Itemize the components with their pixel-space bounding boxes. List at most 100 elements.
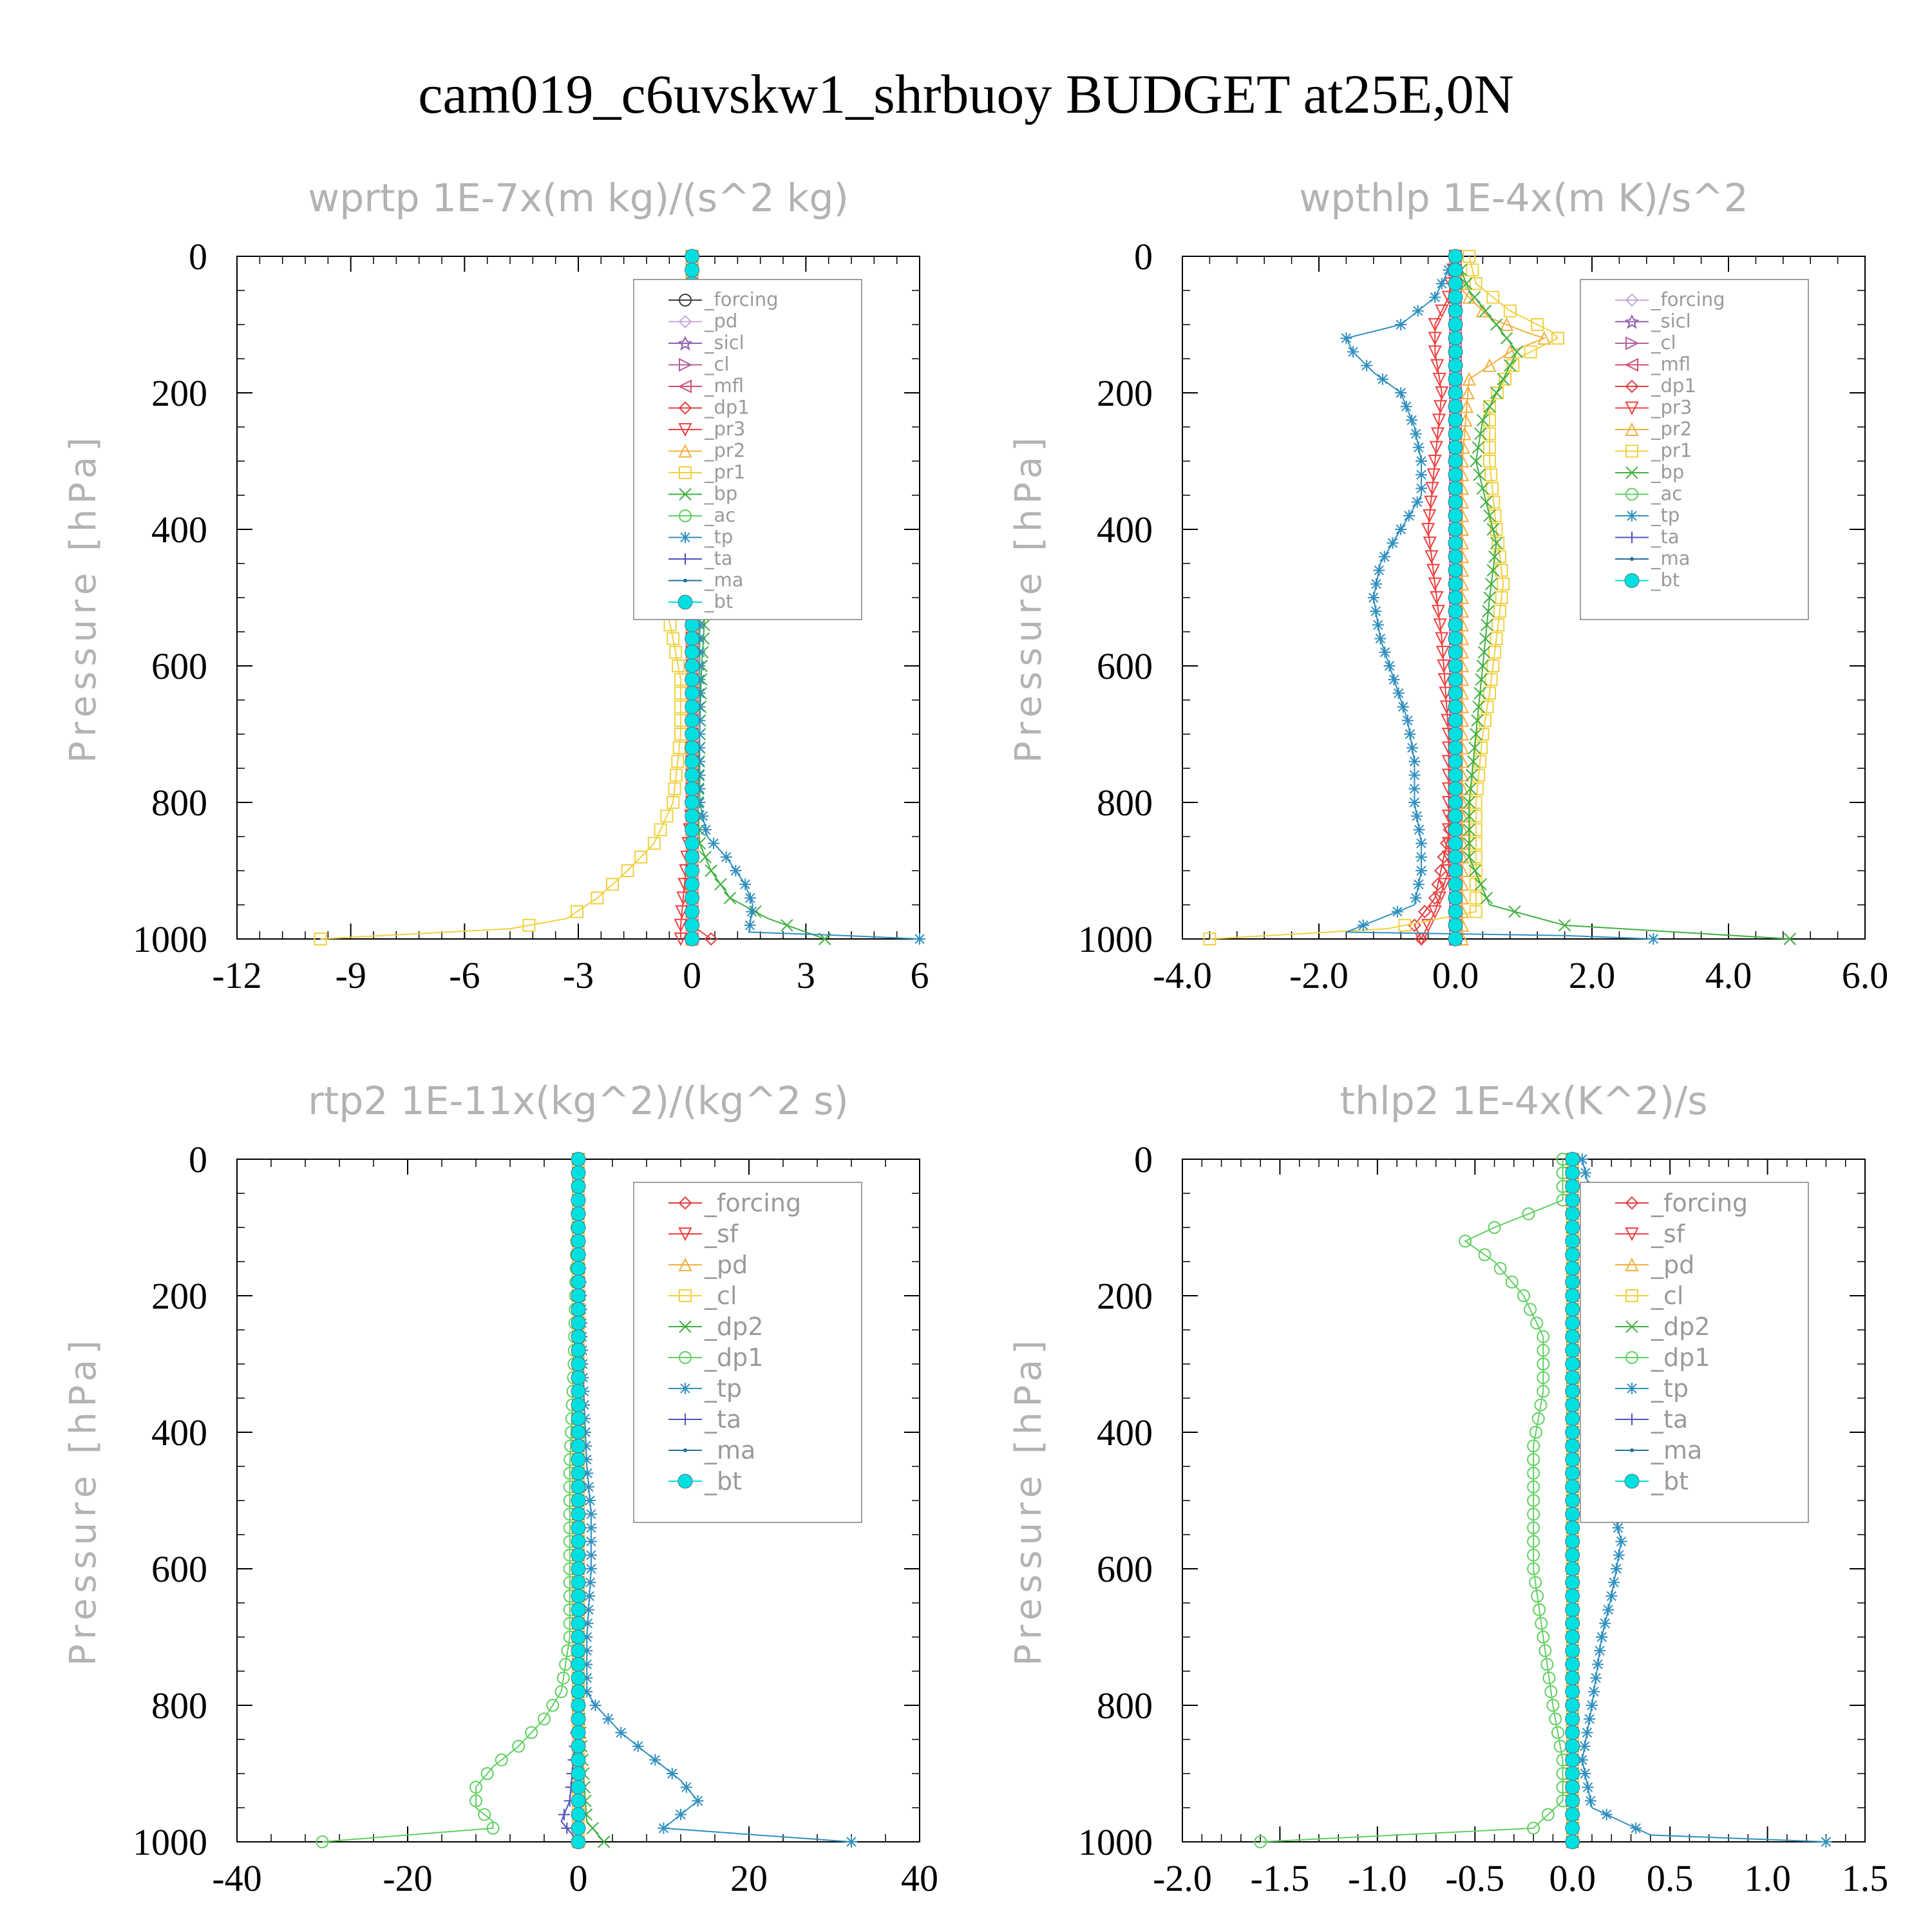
data-point [1584, 1795, 1596, 1807]
data-point [1483, 400, 1496, 413]
legend-label: _ac [1651, 483, 1682, 505]
data-point [685, 795, 700, 810]
data-point [1483, 413, 1496, 427]
data-point [1490, 632, 1503, 645]
data-point [1432, 891, 1446, 905]
legend-label: _pr3 [1651, 397, 1692, 419]
y-tick-label: 0 [1134, 236, 1153, 278]
legend-label: _tp [704, 1374, 742, 1403]
legend-marker [678, 315, 692, 328]
legend-marker [679, 509, 692, 522]
data-point [1531, 1412, 1545, 1425]
panel-title: wprtp 1E-7x(m kg)/(s^2 kg) [308, 176, 849, 221]
data-point [571, 1793, 586, 1808]
data-point [1486, 659, 1500, 672]
data-point [1448, 768, 1463, 783]
data-point [1527, 1535, 1540, 1548]
x-tick-label: 1.0 [1744, 1857, 1791, 1899]
legend-marker [678, 1257, 692, 1271]
data-point [730, 865, 742, 876]
data-point [1448, 631, 1463, 647]
data-point [1488, 550, 1501, 564]
data-point [1565, 1684, 1580, 1700]
legend-marker [1630, 557, 1634, 561]
data-point [1630, 1822, 1642, 1834]
data-point [1460, 399, 1474, 413]
data-point [615, 1727, 627, 1739]
data-point [739, 878, 752, 891]
data-point [1492, 536, 1505, 550]
legend-label: _tp [1651, 1374, 1689, 1403]
data-point [1481, 700, 1494, 714]
data-point [1565, 1548, 1580, 1563]
data-point [685, 631, 700, 647]
data-point [714, 878, 727, 891]
data-point [1527, 1480, 1540, 1493]
legend-label: _pr1 [1651, 440, 1692, 462]
data-point [1400, 401, 1412, 413]
data-point [1410, 428, 1422, 440]
data-point [1448, 685, 1463, 701]
data-point [1463, 250, 1476, 263]
data-point [685, 836, 700, 851]
data-point [1588, 1685, 1600, 1698]
data-point [654, 823, 667, 837]
data-point [1537, 1371, 1550, 1385]
data-point [598, 1835, 611, 1848]
y-axis-label: Pressure [hPa] [1008, 432, 1050, 763]
legend-marker [678, 1227, 692, 1242]
legend-marker [1625, 488, 1638, 501]
data-point [1471, 714, 1484, 727]
data-point [571, 1315, 586, 1331]
data-point [685, 645, 700, 660]
x-tick-label: -2.0 [1289, 954, 1349, 996]
data-point [694, 619, 706, 631]
data-point [1463, 823, 1475, 837]
data-point [1459, 1235, 1472, 1248]
data-point [685, 262, 700, 278]
data-point [685, 849, 700, 865]
data-point [580, 1454, 592, 1466]
y-tick-label: 1000 [133, 918, 207, 960]
legend-label: _bt [704, 591, 733, 612]
data-point [558, 1808, 570, 1821]
data-point [1565, 1165, 1580, 1180]
legend-marker [679, 488, 692, 501]
data-point [571, 1193, 586, 1208]
data-point [1401, 714, 1414, 726]
data-point [685, 740, 700, 755]
data-point [1527, 1562, 1540, 1575]
data-point [1537, 1330, 1550, 1343]
data-point [1448, 904, 1463, 920]
data-point [1433, 618, 1447, 632]
data-point [1387, 537, 1399, 549]
data-point [1478, 1248, 1492, 1262]
y-tick-label: 200 [151, 372, 207, 414]
data-point [1430, 427, 1445, 441]
legend-marker [1625, 466, 1638, 479]
y-axis-label: Pressure [hPa] [62, 432, 104, 763]
data-point [1531, 318, 1544, 331]
y-tick-label: 0 [189, 1139, 207, 1180]
x-tick-label: -2.0 [1153, 1857, 1212, 1899]
data-point [666, 1768, 678, 1779]
legend-marker [679, 1351, 692, 1364]
legend-label: _ma [704, 1436, 755, 1464]
data-point [1397, 701, 1409, 713]
data-point [1565, 1561, 1580, 1577]
data-point [571, 1247, 586, 1262]
legend-marker [679, 294, 692, 307]
data-point [571, 1329, 586, 1345]
data-point [525, 1726, 538, 1739]
data-point [1565, 1261, 1580, 1276]
data-point [1465, 768, 1479, 782]
data-point [1478, 714, 1492, 727]
legend-marker [677, 336, 693, 351]
data-point [723, 891, 737, 905]
data-point [1484, 468, 1498, 482]
y-tick-label: 0 [189, 236, 207, 278]
legend-marker [683, 1448, 687, 1452]
data-point [1428, 318, 1442, 332]
data-point [647, 837, 661, 850]
data-point [1473, 468, 1486, 481]
